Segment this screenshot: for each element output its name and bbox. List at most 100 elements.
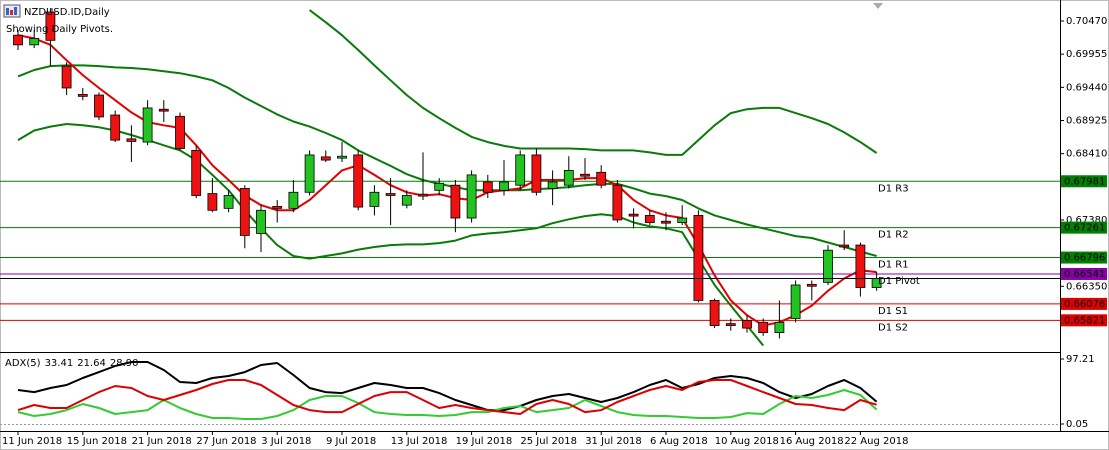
pivot-name: D1 S1	[878, 306, 908, 317]
indicator-value: 21.64	[77, 358, 106, 369]
pivot-name: D1 Pivot	[878, 276, 920, 287]
indicator-value: ADX(5)	[5, 358, 41, 369]
pivot-price-box	[1061, 267, 1107, 280]
indicator-value: 33.41	[45, 358, 74, 369]
candle-body	[661, 220, 671, 224]
pivot-price-box	[1061, 175, 1107, 188]
candle-body	[110, 114, 121, 141]
y-tick-label: 0.68410	[1066, 149, 1107, 160]
pivot-name: D1 R1	[878, 260, 909, 271]
candle-body	[450, 184, 461, 219]
x-tick-label: 6 Aug 2018	[650, 436, 708, 447]
candle-body	[320, 156, 331, 161]
candle-body	[563, 169, 574, 186]
candle-body	[466, 174, 477, 219]
indicator-line	[17, 389, 878, 420]
candle-body	[823, 249, 833, 283]
candle-body	[434, 182, 445, 191]
candle-body	[288, 191, 299, 209]
x-tick-label: 22 Aug 2018	[844, 436, 908, 447]
pivot-price-label: 0.66076	[1064, 299, 1105, 310]
pivot-price-box	[1061, 221, 1107, 234]
candle-body	[855, 244, 866, 288]
candle-body	[580, 173, 590, 177]
pivot-price-label: 0.67261	[1064, 223, 1105, 234]
candle-body	[239, 188, 250, 236]
y-tick-label: 0.70470	[1066, 16, 1107, 27]
candle-body	[207, 193, 218, 211]
candle-body	[531, 154, 542, 193]
indicator-line	[17, 34, 877, 327]
candle-body	[337, 155, 347, 159]
y-tick-label: 0.69955	[1066, 49, 1107, 60]
candle-body	[369, 191, 380, 207]
x-tick-label: 13 Jul 2018	[391, 436, 448, 447]
pivot-price-box	[1061, 251, 1107, 264]
y-tick-label: 0.67380	[1066, 215, 1107, 226]
candle-body	[223, 195, 234, 209]
pivot-price-label: 0.67981	[1064, 176, 1105, 187]
candle-body	[142, 107, 153, 143]
adx-plot	[17, 361, 878, 420]
x-tick-label: 27 Jun 2018	[196, 436, 256, 447]
candle-body	[13, 34, 23, 46]
pivot-name: D1 R2	[878, 230, 909, 241]
x-tick-label: 9 Jul 2018	[326, 436, 376, 447]
x-tick-label: 10 Aug 2018	[715, 436, 779, 447]
candle-body	[482, 181, 493, 193]
x-tick-label: 31 Jul 2018	[585, 436, 642, 447]
candle-body	[77, 94, 88, 97]
candle-body	[175, 115, 185, 149]
x-tick-label: 16 Aug 2018	[780, 436, 844, 447]
x-tick-label: 21 Jun 2018	[132, 436, 192, 447]
candle-body	[272, 206, 283, 209]
candle-body	[774, 321, 785, 334]
indicator-line	[17, 64, 877, 257]
x-tick-label: 25 Jul 2018	[520, 436, 577, 447]
shift-marker	[873, 3, 883, 9]
x-tick-label: 15 Jun 2018	[67, 436, 127, 447]
candle-body	[758, 321, 769, 334]
y-tick-label: 0.69440	[1066, 82, 1107, 93]
candle-body	[612, 184, 623, 221]
candle-body	[418, 193, 428, 197]
pivot-name: D1 S2	[878, 322, 908, 333]
window-icon	[3, 4, 21, 18]
y-tick-label: 0.66350	[1066, 281, 1107, 292]
pivot-price-label: 0.66796	[1064, 253, 1105, 264]
candle-body	[742, 319, 752, 329]
pivot-price-box	[1061, 297, 1107, 310]
chart-subtitle: Showing Daily Pivots.	[6, 24, 113, 35]
indicator-line	[308, 9, 878, 156]
candle-body	[515, 154, 526, 186]
candle-body	[94, 94, 104, 118]
candle-body	[499, 181, 509, 191]
candle-body	[401, 195, 412, 206]
indicator-value: 28.90	[110, 358, 139, 369]
candle-body	[790, 284, 801, 319]
candle-body	[677, 217, 688, 223]
indicator-line	[17, 361, 878, 412]
candle-body	[693, 215, 704, 301]
pivot-price-label: 0.66541	[1064, 269, 1105, 280]
x-tick-label: 3 Jul 2018	[261, 436, 311, 447]
candle-body	[126, 138, 137, 142]
chart-title: NZDUSD.ID,Daily	[24, 7, 110, 18]
pivot-price-label: 0.65821	[1064, 315, 1105, 326]
candle-body	[158, 108, 169, 112]
candle-body	[191, 150, 202, 196]
candle-body	[644, 215, 655, 223]
x-tick-label: 19 Jul 2018	[456, 436, 513, 447]
candle-body	[806, 283, 817, 287]
candle-body	[839, 244, 850, 248]
indicator-label: ADX(5) 33.41 21.64 28.90	[5, 358, 138, 369]
x-tick-label: 11 Jun 2018	[2, 436, 62, 447]
candle-body	[709, 300, 720, 326]
y-tick-label: 0.05	[1066, 419, 1088, 430]
indicator-line	[17, 379, 877, 415]
indicator-line	[17, 123, 764, 347]
candle-body	[304, 154, 315, 193]
pivot-name: D1 R3	[878, 183, 909, 194]
